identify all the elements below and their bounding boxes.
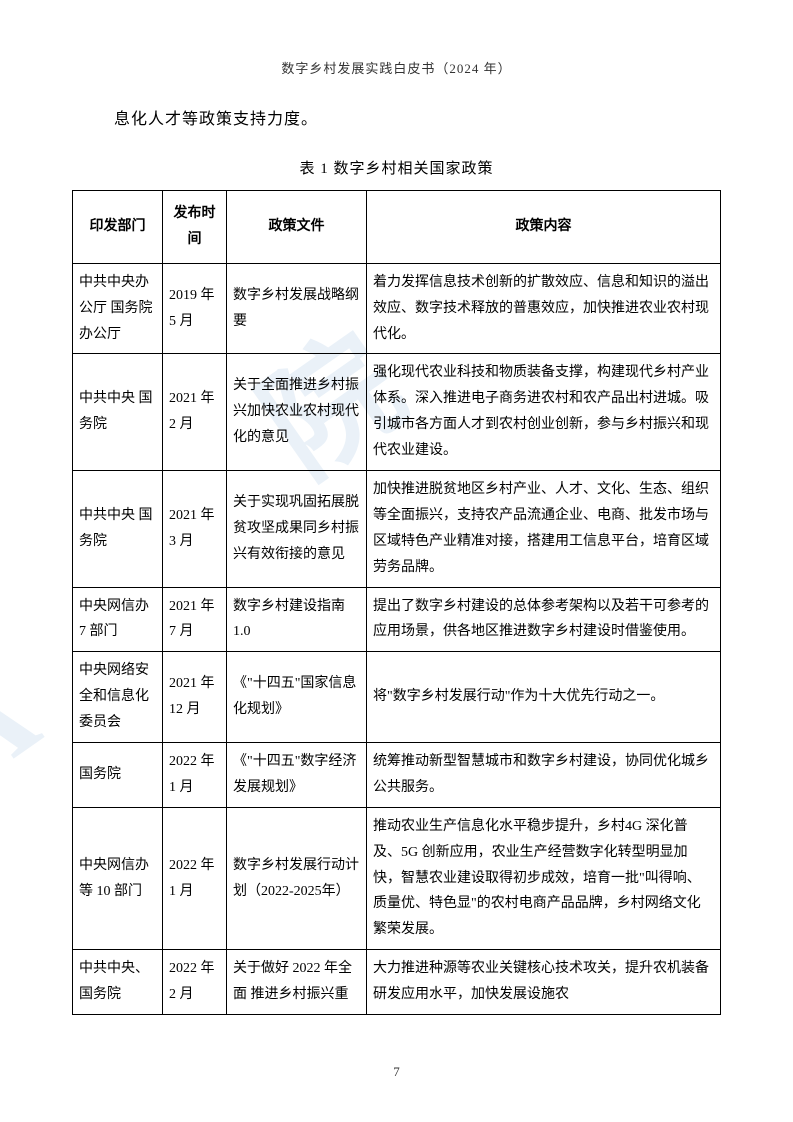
cell-doc: 关于做好 2022 年全面 推进乡村振兴重 [227, 950, 367, 1015]
cell-content: 强化现代农业科技和物质装备支撑，构建现代乡村产业体系。深入推进电子商务进农村和农… [367, 354, 721, 471]
cell-dept: 中共中央、国务院 [73, 950, 163, 1015]
table-row: 中央网信办等 10 部门 2022 年1 月 数字乡村发展行动计划（2022-2… [73, 807, 721, 949]
cell-doc: 关于实现巩固拓展脱贫攻坚成果同乡村振兴有效衔接的意见 [227, 471, 367, 588]
cell-content: 统筹推动新型智慧城市和数字乡村建设，协同优化城乡公共服务。 [367, 743, 721, 808]
table-row: 中央网络安全和信息化委员会 2021 年12 月 《"十四五"国家信息化规划》 … [73, 652, 721, 743]
table-row: 中共中央 国务院 2021 年2 月 关于全面推进乡村振兴加快农业农村现代化的意… [73, 354, 721, 471]
cell-doc: 数字乡村建设指南1.0 [227, 587, 367, 652]
cell-doc: 关于全面推进乡村振兴加快农业农村现代化的意见 [227, 354, 367, 471]
col-header-doc: 政策文件 [227, 191, 367, 264]
col-header-content: 政策内容 [367, 191, 721, 264]
cell-doc: 数字乡村发展战略纲要 [227, 263, 367, 354]
cell-date: 2021 年2 月 [163, 354, 227, 471]
table-row: 国务院 2022 年1 月 《"十四五"数字经济发展规划》 统筹推动新型智慧城市… [73, 743, 721, 808]
cell-dept: 中央网信办 7 部门 [73, 587, 163, 652]
cell-content: 将"数字乡村发展行动"作为十大优先行动之一。 [367, 652, 721, 743]
col-header-date: 发布时间 [163, 191, 227, 264]
cell-doc: 数字乡村发展行动计划（2022-2025年） [227, 807, 367, 949]
page-header: 数字乡村发展实践白皮书（2024 年） [72, 58, 721, 77]
page-number: 7 [0, 1064, 793, 1080]
cell-date: 2021 年7 月 [163, 587, 227, 652]
cell-dept: 中共中央 国务院 [73, 354, 163, 471]
table-header-row: 印发部门 发布时间 政策文件 政策内容 [73, 191, 721, 264]
col-header-dept: 印发部门 [73, 191, 163, 264]
cell-date: 2019 年5 月 [163, 263, 227, 354]
cell-dept: 中央网信办等 10 部门 [73, 807, 163, 949]
table-caption: 表 1 数字乡村相关国家政策 [72, 157, 721, 178]
cell-date: 2022 年2 月 [163, 950, 227, 1015]
cell-date: 2021 年12 月 [163, 652, 227, 743]
page-container: 数字乡村发展实践白皮书（2024 年） 息化人才等政策支持力度。 表 1 数字乡… [0, 0, 793, 1122]
table-row: 中共中央、国务院 2022 年2 月 关于做好 2022 年全面 推进乡村振兴重… [73, 950, 721, 1015]
cell-date: 2021 年3 月 [163, 471, 227, 588]
cell-dept: 国务院 [73, 743, 163, 808]
cell-dept: 中共中央办公厅 国务院办公厅 [73, 263, 163, 354]
table-row: 中共中央办公厅 国务院办公厅 2019 年5 月 数字乡村发展战略纲要 着力发挥… [73, 263, 721, 354]
lead-text: 息化人才等政策支持力度。 [114, 105, 721, 129]
cell-content: 加快推进脱贫地区乡村产业、人才、文化、生态、组织等全面振兴，支持农产品流通企业、… [367, 471, 721, 588]
cell-doc: 《"十四五"数字经济发展规划》 [227, 743, 367, 808]
policy-table: 印发部门 发布时间 政策文件 政策内容 中共中央办公厅 国务院办公厅 2019 … [72, 190, 721, 1015]
cell-content: 大力推进种源等农业关键核心技术攻关，提升农机装备研发应用水平，加快发展设施农 [367, 950, 721, 1015]
cell-dept: 中共中央 国务院 [73, 471, 163, 588]
cell-date: 2022 年1 月 [163, 807, 227, 949]
cell-date: 2022 年1 月 [163, 743, 227, 808]
cell-content: 推动农业生产信息化水平稳步提升，乡村4G 深化普及、5G 创新应用，农业生产经营… [367, 807, 721, 949]
table-row: 中共中央 国务院 2021 年3 月 关于实现巩固拓展脱贫攻坚成果同乡村振兴有效… [73, 471, 721, 588]
cell-content: 提出了数字乡村建设的总体参考架构以及若干可参考的应用场景，供各地区推进数字乡村建… [367, 587, 721, 652]
cell-content: 着力发挥信息技术创新的扩散效应、信息和知识的溢出效应、数字技术释放的普惠效应，加… [367, 263, 721, 354]
cell-doc: 《"十四五"国家信息化规划》 [227, 652, 367, 743]
table-row: 中央网信办 7 部门 2021 年7 月 数字乡村建设指南1.0 提出了数字乡村… [73, 587, 721, 652]
cell-dept: 中央网络安全和信息化委员会 [73, 652, 163, 743]
